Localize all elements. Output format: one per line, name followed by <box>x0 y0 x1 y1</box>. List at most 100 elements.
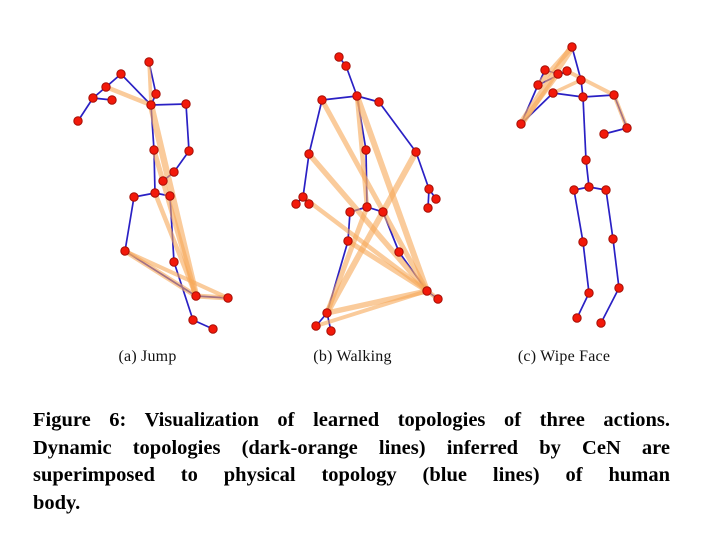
dynamic-topology-line <box>518 71 561 127</box>
joint-dot <box>584 182 594 192</box>
physical-bone-line <box>345 65 358 97</box>
joint-dot <box>146 100 156 110</box>
joint-dot <box>562 66 572 76</box>
caption-line-3: superimposed to physical topology (blue … <box>33 464 670 486</box>
joint-dot <box>352 91 362 101</box>
joint-dot <box>394 247 404 257</box>
joint-dot <box>422 286 432 296</box>
caption-line-4: body. <box>33 491 81 514</box>
dynamic-topology-line <box>103 84 154 108</box>
joint-dot <box>596 318 606 328</box>
dynamic-topology-line <box>324 204 370 316</box>
joint-dot <box>149 145 159 155</box>
dynamic-topology-line <box>551 78 583 95</box>
physical-bone-line <box>582 94 615 98</box>
joint-dot <box>191 291 201 301</box>
joint-dot <box>433 294 443 304</box>
joint-dot <box>569 185 579 195</box>
physical-bone-line <box>321 95 358 101</box>
physical-bone-line <box>308 99 323 155</box>
physical-bone-line <box>185 103 190 152</box>
dynamic-topology-line <box>151 147 199 299</box>
joint-dot <box>150 188 160 198</box>
skeleton-walking <box>291 52 443 336</box>
joint-dot <box>567 42 577 52</box>
joint-dot <box>361 145 371 155</box>
physical-bone-line <box>347 211 351 242</box>
joint-dot <box>165 191 175 201</box>
joint-dot <box>553 69 563 79</box>
figure-caption: Figure 6: Visualization of learned topol… <box>33 407 670 517</box>
dynamic-topology-line <box>123 249 230 300</box>
joint-dot <box>169 167 179 177</box>
subcaption-walking: (b) Walking <box>313 348 392 365</box>
joint-dot <box>334 52 344 62</box>
physical-bone-line <box>571 46 582 81</box>
joint-dot <box>540 65 550 75</box>
joint-dot <box>181 99 191 109</box>
joint-dot <box>73 116 83 126</box>
joint-dot <box>144 57 154 67</box>
physical-bone-line <box>605 189 614 240</box>
joint-dot <box>304 199 314 209</box>
dynamic-topology-line <box>345 238 430 294</box>
joint-dot <box>609 90 619 100</box>
joint-dot <box>311 321 321 331</box>
joint-dot <box>129 192 139 202</box>
skeleton-wipe-face <box>516 42 632 328</box>
caption-line-2: Dynamic topologies (dark-orange lines) i… <box>33 436 670 459</box>
skeleton-jump <box>73 57 233 334</box>
skeleton-figure <box>73 42 632 336</box>
dynamic-topology-line <box>314 289 429 328</box>
joint-dot <box>608 234 618 244</box>
joint-dot <box>291 199 301 209</box>
joint-dot <box>101 82 111 92</box>
joint-dot <box>572 313 582 323</box>
physical-bone-line <box>552 92 584 98</box>
joint-dot <box>223 293 233 303</box>
joint-dot <box>576 75 586 85</box>
dynamic-topology-line <box>147 60 153 107</box>
physical-bone-line <box>415 151 430 190</box>
physical-bone-line <box>582 241 590 294</box>
physical-bone-line <box>573 189 584 243</box>
joint-dot <box>317 95 327 105</box>
physical-bone-line <box>582 96 587 161</box>
joint-dot <box>581 155 591 165</box>
joint-dot <box>622 123 632 133</box>
joint-dot <box>599 129 609 139</box>
dynamic-topology-line <box>565 69 616 97</box>
joint-dot <box>601 185 611 195</box>
joint-dot <box>158 176 168 186</box>
subcaption-jump: (a) Jump <box>118 348 177 365</box>
joint-dot <box>516 119 526 129</box>
joint-dot <box>411 147 421 157</box>
joint-dot <box>533 80 543 90</box>
dynamic-topology-line <box>319 97 430 294</box>
physical-bone-line <box>302 153 310 198</box>
joint-dot <box>424 184 434 194</box>
physical-bone-line <box>124 196 135 252</box>
joint-dot <box>107 95 117 105</box>
physical-bone-line <box>120 73 152 106</box>
joint-dot <box>188 315 198 325</box>
dynamic-topology-line <box>535 44 575 88</box>
joint-dot <box>374 97 384 107</box>
physical-bone-line <box>612 238 620 289</box>
physical-bone-line <box>600 287 620 324</box>
joint-dot <box>169 257 179 267</box>
joint-dot <box>578 92 588 102</box>
joint-dot <box>184 146 194 156</box>
joint-dot <box>578 237 588 247</box>
caption-line-1: Figure 6: Visualization of learned topol… <box>33 409 670 431</box>
joint-dot <box>343 236 353 246</box>
joint-dot <box>208 324 218 334</box>
joint-dot <box>322 308 332 318</box>
joint-dot <box>548 88 558 98</box>
joint-dot <box>116 69 126 79</box>
physical-bone-line <box>150 103 187 106</box>
physical-bone-line <box>378 101 417 153</box>
dynamic-topology-line <box>324 149 419 316</box>
joint-dot <box>378 207 388 217</box>
